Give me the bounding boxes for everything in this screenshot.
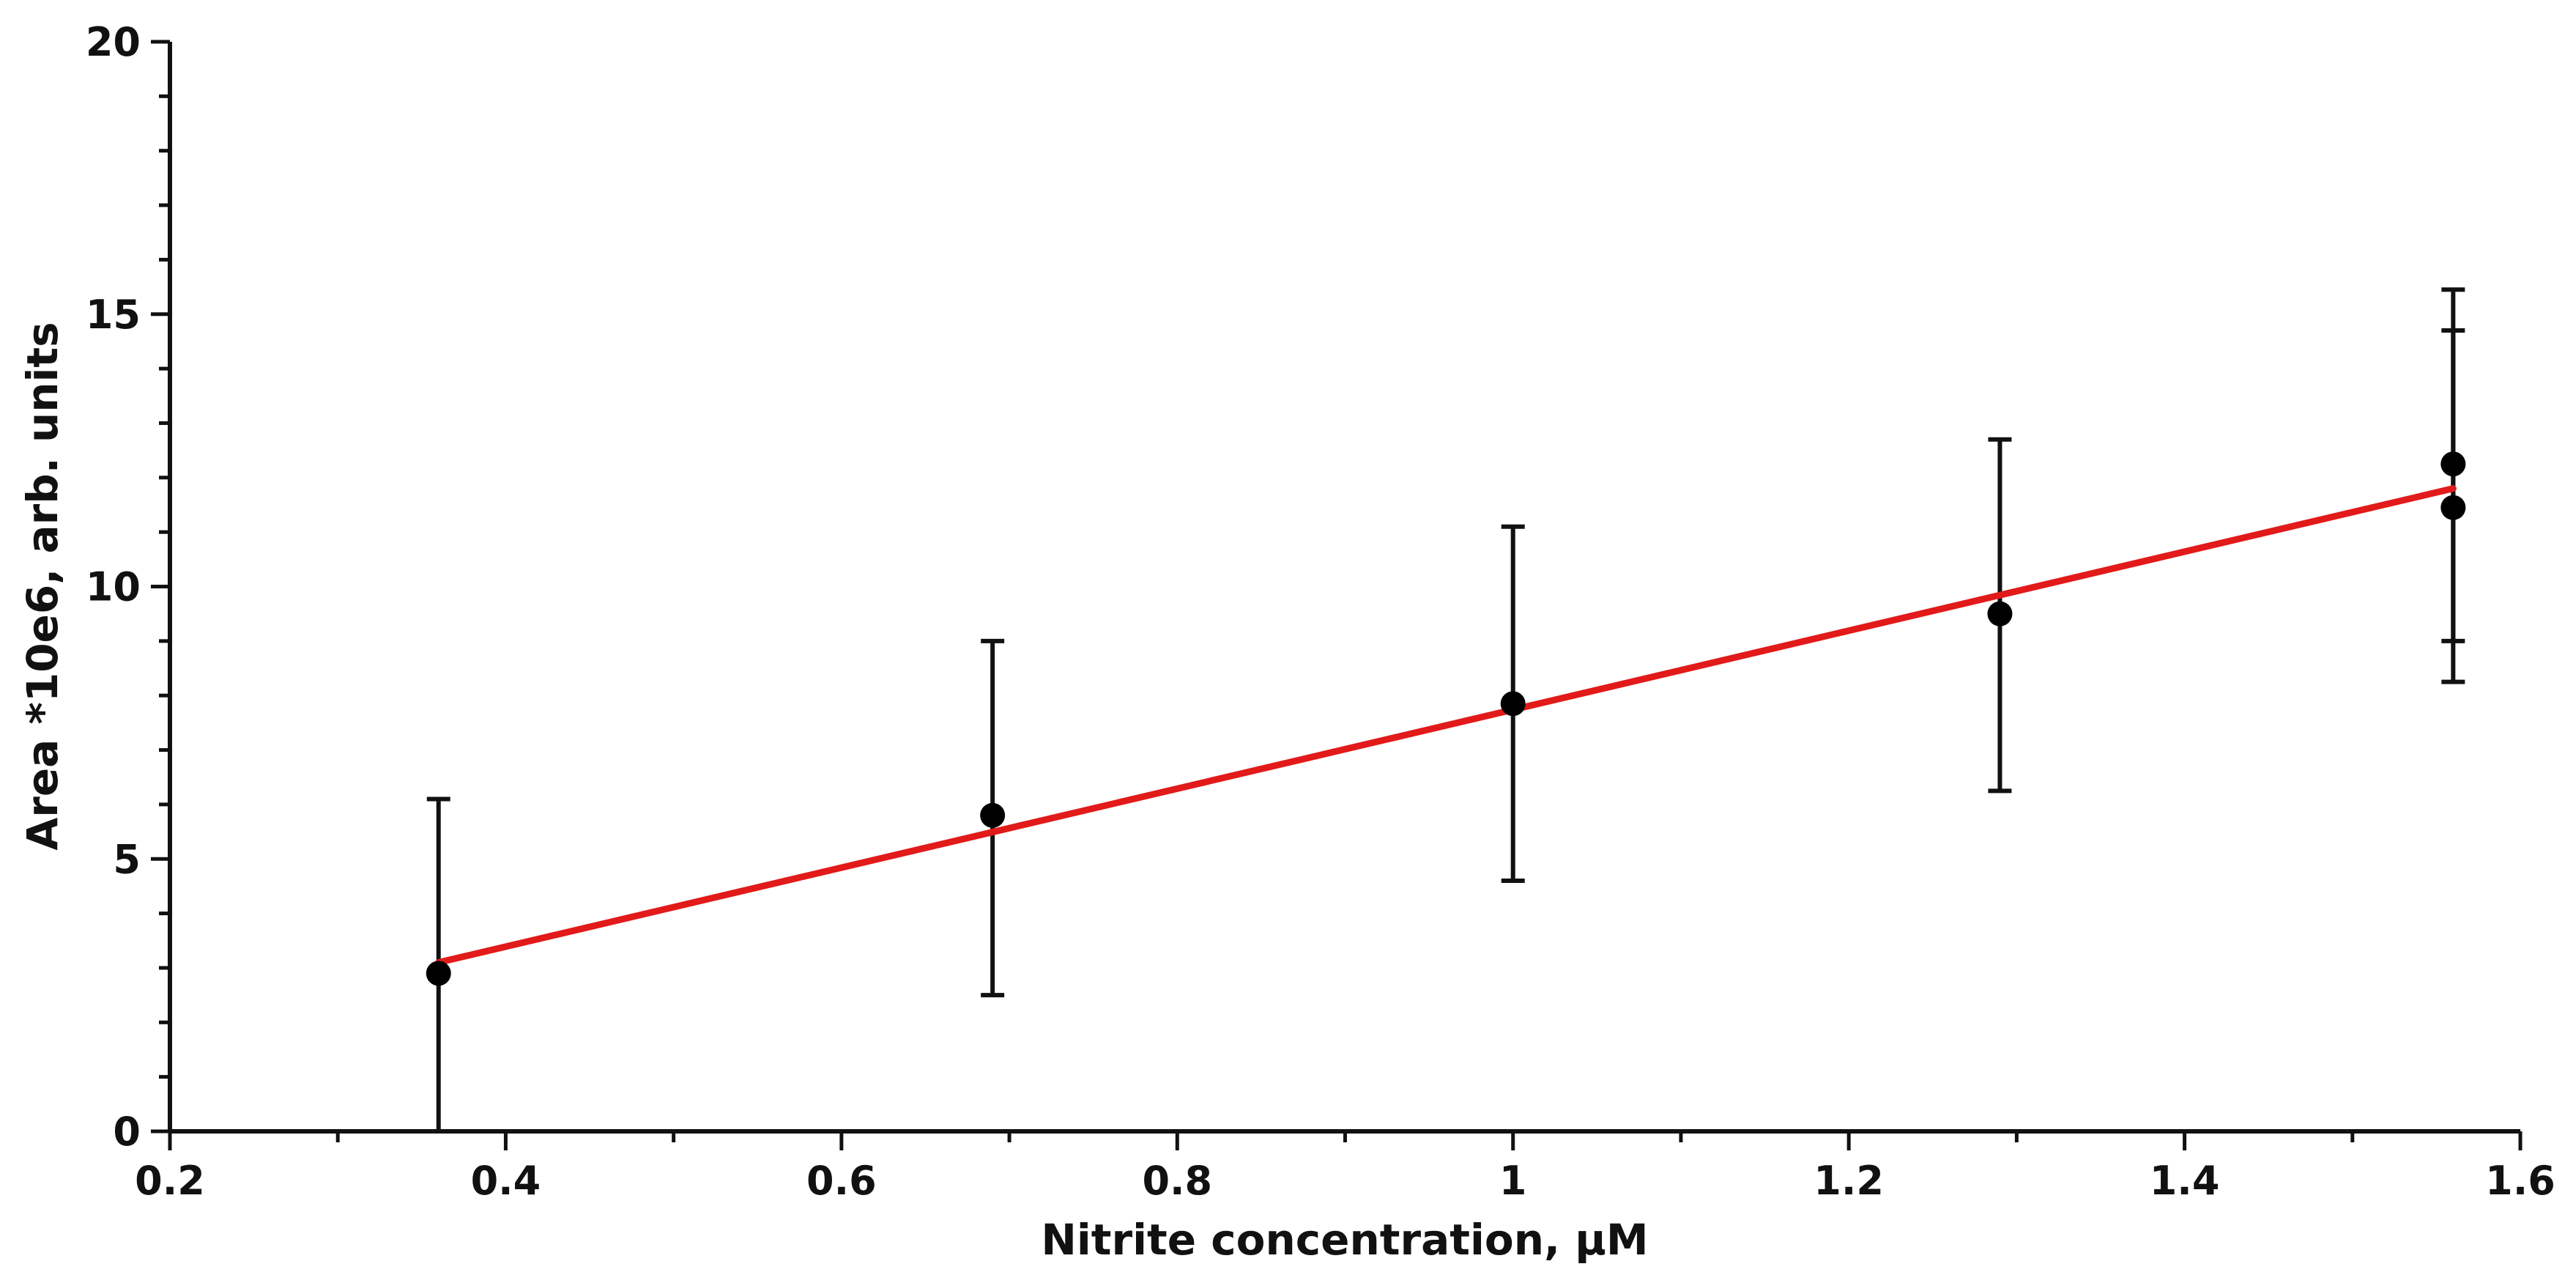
- data-point: [1987, 601, 2013, 626]
- fit-layer: [435, 485, 2457, 966]
- axis-titles: Nitrite concentration, μM Area *10e6, ar…: [18, 322, 1649, 1265]
- data-point: [2440, 495, 2466, 520]
- x-tick-label: 1.2: [1814, 1158, 1884, 1204]
- x-tick-label: 0.2: [135, 1158, 205, 1204]
- x-tick-label: 1.4: [2150, 1158, 2220, 1204]
- error-bars: [426, 287, 2465, 1131]
- x-tick-label: 1.6: [2485, 1158, 2555, 1204]
- x-tick-label: 0.4: [471, 1158, 541, 1204]
- y-tick-label: 5: [113, 836, 141, 882]
- axes: [168, 42, 2520, 1134]
- x-tick-label: 1: [1499, 1158, 1527, 1204]
- data-point: [980, 802, 1006, 828]
- y-tick-label: 20: [86, 19, 141, 65]
- y-tick-label: 10: [86, 564, 141, 610]
- data-point: [1500, 691, 1526, 717]
- y-tick-label: 0: [113, 1109, 141, 1155]
- y-tick-label: 15: [86, 292, 141, 338]
- x-axis-title: Nitrite concentration, μM: [1041, 1215, 1648, 1265]
- data-points: [426, 451, 2466, 986]
- y-axis-title: Area *10e6, arb. units: [18, 322, 67, 850]
- data-point: [2440, 451, 2466, 477]
- x-tick-label: 0.6: [806, 1158, 877, 1204]
- data-point: [426, 961, 451, 986]
- ticks: 0.2 0.4 0.6 0.8 1 1.2 1.4 1.6 0 5 10 15 20: [86, 19, 2555, 1204]
- fit-line: [435, 485, 2457, 966]
- x-tick-label: 0.8: [1142, 1158, 1212, 1204]
